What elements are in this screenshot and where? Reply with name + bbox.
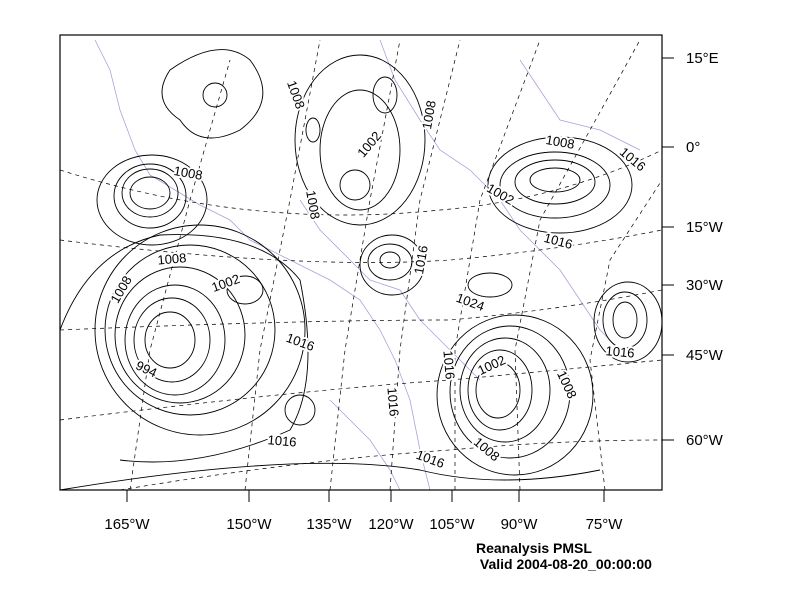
contour-label: 1008 <box>284 78 308 110</box>
contour-label: 1002 <box>209 271 241 295</box>
coastlines <box>94 39 641 491</box>
right-tick-label: 15°E <box>686 50 719 67</box>
contour-label: 1008 <box>157 250 187 267</box>
plot-frame <box>59 34 663 491</box>
contour-label: 1024 <box>454 290 486 314</box>
bottom-tick-label: 120°W <box>368 516 414 533</box>
contour-label: 1016 <box>267 432 297 449</box>
right-tick-label: 0° <box>686 139 700 156</box>
contour-label: 1016 <box>440 350 457 380</box>
contour-label: 1016 <box>617 144 649 174</box>
right-tick-label: 30°W <box>686 277 724 294</box>
bottom-tick-label: 75°W <box>586 516 624 533</box>
bottom-tick-label: 135°W <box>306 516 352 533</box>
contour-label: 1002 <box>354 128 384 160</box>
contour-label: 1008 <box>173 163 204 183</box>
right-tick-label: 45°W <box>686 347 724 364</box>
contour-label: 1008 <box>471 434 503 464</box>
contour-label: 1008 <box>419 99 439 130</box>
contour-label: 1008 <box>554 368 580 401</box>
contour-label: 1008 <box>303 189 323 220</box>
bottom-tick-label: 105°W <box>429 516 475 533</box>
contour-label: 1016 <box>605 343 635 360</box>
contour-label: 1008 <box>545 132 576 152</box>
contour-label: 994 <box>133 358 159 381</box>
title-line1: Reanalysis PMSL <box>476 540 592 556</box>
axis-ticks: 15°E 0° 15°W 30°W 45°W 60°W 165°W 150°W 135°W 120… <box>104 50 723 533</box>
bottom-tick-label: 165°W <box>104 516 150 533</box>
right-tick-label: 15°W <box>686 219 724 236</box>
title-line2: Valid 2004-08-20_00:00:00 <box>476 556 652 572</box>
plot-title: Reanalysis PMSL Valid 2004-08-20_00:00:0… <box>476 540 652 572</box>
bottom-tick-label: 150°W <box>226 516 272 533</box>
contour-label: 1002 <box>475 352 508 378</box>
contour-label: 1008 <box>107 273 134 306</box>
bottom-tick-label: 90°W <box>501 516 539 533</box>
contour-label: 1002 <box>484 180 517 207</box>
right-tick-label: 60°W <box>686 432 724 449</box>
isobars <box>59 49 663 491</box>
contour-label: 1016 <box>284 330 316 354</box>
contour-label: 1016 <box>384 387 401 417</box>
graticule <box>59 39 663 491</box>
contour-label: 1016 <box>411 244 431 275</box>
